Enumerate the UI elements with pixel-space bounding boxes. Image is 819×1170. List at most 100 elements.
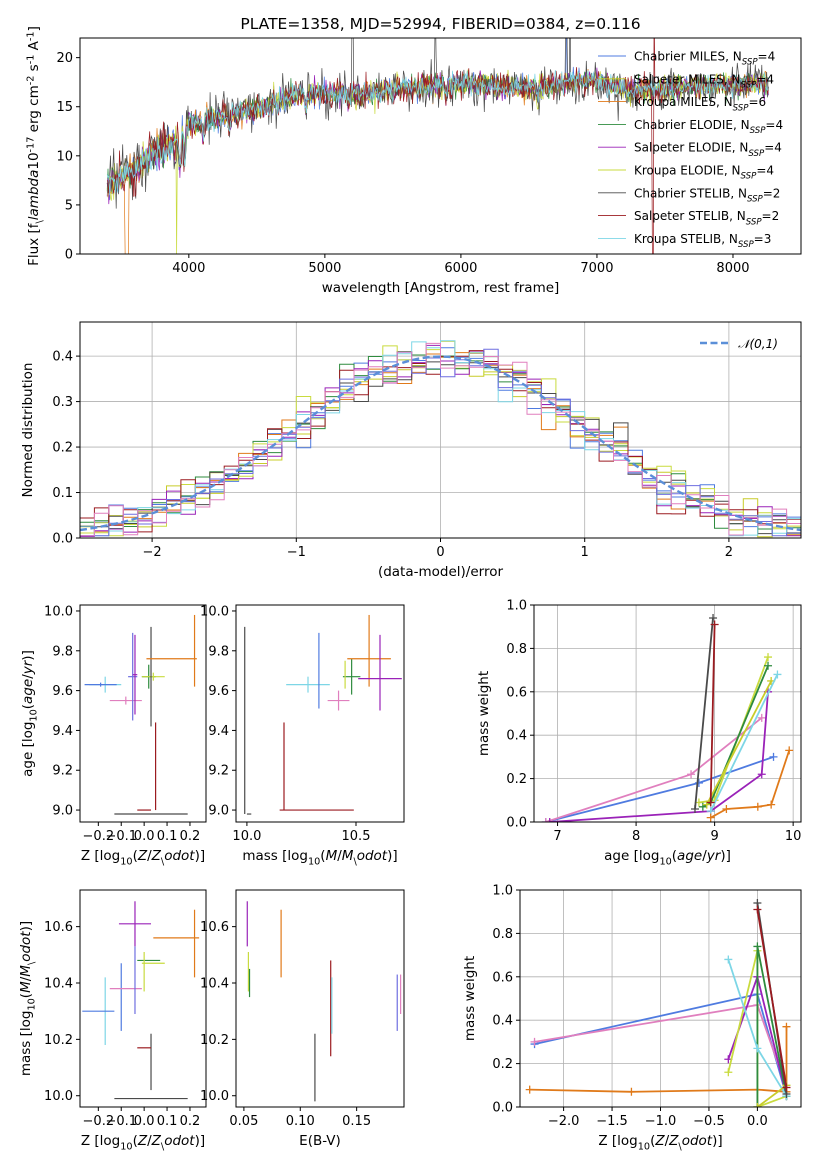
axes-frame <box>235 889 405 1108</box>
x-tick-label: 8 <box>632 829 640 844</box>
mass-vs-metallicity-panel: −0.2−0.10.0 0.1 0.2 10.0 10.2 10.4 10.6 Z [log1… <box>18 889 207 1153</box>
y-tick-label: 10.4 <box>200 977 229 992</box>
weight-line-cS <box>694 617 714 810</box>
x-tick-label: 8000 <box>716 261 749 276</box>
y-tick-label: 9.0 <box>208 804 229 819</box>
y-tick-label: 10.6 <box>44 920 73 935</box>
y-tick-label: 0.8 <box>506 642 527 657</box>
age-vs-mass-panel: 10.0 10.5 9.0 9.2 9.4 9.6 9.8 10.0 mass [log10(M… <box>200 604 405 868</box>
weight-marker <box>694 778 703 787</box>
y-tick-label: 1.0 <box>506 599 527 614</box>
spectrum-series-kS <box>106 70 769 196</box>
weight-marker <box>764 661 773 670</box>
weight-marker <box>710 620 719 629</box>
y-tick-label: 0.3 <box>52 395 73 410</box>
y-tick-label: 9.4 <box>52 724 73 739</box>
y-tick-label: 10.2 <box>200 1033 229 1048</box>
x-tick-label: 10.5 <box>342 829 371 844</box>
x-tick-label: 0.10 <box>286 1114 315 1129</box>
x-axis-label: Z [log10(Z/Z\odot)] <box>81 848 205 868</box>
y-tick-label: 0.2 <box>492 1057 513 1072</box>
plot-area <box>80 340 801 538</box>
plot-area <box>106 38 769 254</box>
y-axis-label: age [log10(age/yr)] <box>20 650 40 777</box>
x-tick-label: −2.0 <box>548 1114 580 1129</box>
weight-marker <box>753 1044 762 1053</box>
weight-vs-age-panel: 7 8 9 10 0.0 0.2 0.4 0.6 0.8 1.0 age [log10(age/yr… <box>476 599 802 868</box>
spectrum-panel: 4000 5000 6000 7000 8000 0 5 10 15 20 wavelength [… <box>25 15 802 296</box>
y-tick-label: 10.2 <box>44 1033 73 1048</box>
y-axis-label: mass [log10(M/M\odot)] <box>18 921 38 1076</box>
y-tick-label: 10 <box>56 149 73 164</box>
x-tick-label: 0.2 <box>180 1114 201 1129</box>
y-tick-label: 9.2 <box>52 764 73 779</box>
x-axis-label: E(B-V) <box>299 1133 341 1149</box>
x-tick-label: 7000 <box>580 261 613 276</box>
weight-marker <box>724 955 733 964</box>
x-tick-label: −0.1 <box>105 1114 137 1129</box>
y-axis-label: Normed distribution <box>20 363 36 498</box>
x-tick-label: 0.0 <box>747 1114 768 1129</box>
weight-marker <box>767 800 776 809</box>
weight-marker <box>709 614 718 623</box>
weight-line-kM <box>710 750 791 819</box>
weight-marker <box>545 818 554 822</box>
weight-marker <box>785 746 794 755</box>
x-tick-label: 7 <box>553 829 561 844</box>
weight-marker <box>687 770 696 779</box>
legend-label: Kroupa ELODIE, NSSP=4 <box>634 164 774 182</box>
x-tick-label: −0.1 <box>105 829 137 844</box>
histogram-fitPink <box>80 342 801 538</box>
plot-area <box>525 899 791 1107</box>
legend-label: Chabrier STELIB, NSSP=2 <box>634 186 780 204</box>
y-tick-label: 0.8 <box>492 927 513 942</box>
y-tick-label: 15 <box>56 100 73 115</box>
weight-marker <box>724 1068 733 1077</box>
y-tick-label: 0.4 <box>52 350 73 365</box>
x-tick-label: 0.15 <box>342 1114 371 1129</box>
y-tick-label: 0.2 <box>52 441 73 456</box>
axes-frame <box>533 604 802 823</box>
weight-line-sS <box>709 624 716 803</box>
x-tick-label: −0.2 <box>83 1114 115 1129</box>
plot-area <box>246 901 402 1102</box>
y-tick-label: 10.0 <box>200 1089 229 1104</box>
plot-area <box>84 614 197 815</box>
legend-label: 𝒩(0,1) <box>738 337 778 351</box>
x-tick-label: 1 <box>581 545 589 560</box>
y-axis-label: mass weight <box>462 956 478 1041</box>
weight-line-sM <box>706 680 772 806</box>
y-tick-label: 0 <box>65 248 73 263</box>
x-tick-label: 0.0 <box>134 829 155 844</box>
y-tick-label: 0.0 <box>52 532 73 547</box>
x-axis-label: Z [log10(Z/Z\odot)] <box>598 1133 722 1153</box>
y-tick-label: 10.0 <box>44 1089 73 1104</box>
y-tick-label: 10.0 <box>200 604 229 619</box>
weight-marker <box>690 804 699 813</box>
weight-marker <box>706 798 715 807</box>
y-tick-label: 9.6 <box>208 684 229 699</box>
x-tick-label: 4000 <box>172 261 205 276</box>
weight-line-sS <box>756 909 788 1088</box>
chart-title: PLATE=1358, MJD=52994, FIBERID=0384, z=0… <box>240 15 640 33</box>
weight-marker <box>769 752 778 761</box>
x-axis-label: mass [log10(M/M\odot)] <box>242 848 397 868</box>
x-tick-label: 5000 <box>308 261 341 276</box>
y-tick-label: 9.4 <box>208 724 229 739</box>
weight-marker <box>782 1022 791 1031</box>
x-tick-label: 6000 <box>444 261 477 276</box>
weight-marker <box>541 818 550 822</box>
plot-area <box>244 614 402 815</box>
legend-label: Chabrier MILES, NSSP=4 <box>634 50 775 68</box>
y-tick-label: 5 <box>65 198 73 213</box>
x-tick-label: 0.0 <box>134 1114 155 1129</box>
y-tick-label: 0.4 <box>506 729 527 744</box>
legend: Chabrier MILES, NSSP=4 Salpeter MILES, NS… <box>598 50 783 250</box>
age-vs-metallicity-panel: −0.2−0.10.0 0.1 0.2 9.0 9.2 9.4 9.6 9.8 10.0 Z [l… <box>20 604 207 868</box>
y-tick-label: 0.6 <box>492 970 513 985</box>
legend-label: Salpeter ELODIE, NSSP=4 <box>634 141 782 159</box>
y-tick-label: 10.0 <box>44 604 73 619</box>
y-tick-label: 10.6 <box>200 920 229 935</box>
x-tick-label: 0.1 <box>157 829 178 844</box>
y-tick-label: 0.2 <box>506 772 527 787</box>
